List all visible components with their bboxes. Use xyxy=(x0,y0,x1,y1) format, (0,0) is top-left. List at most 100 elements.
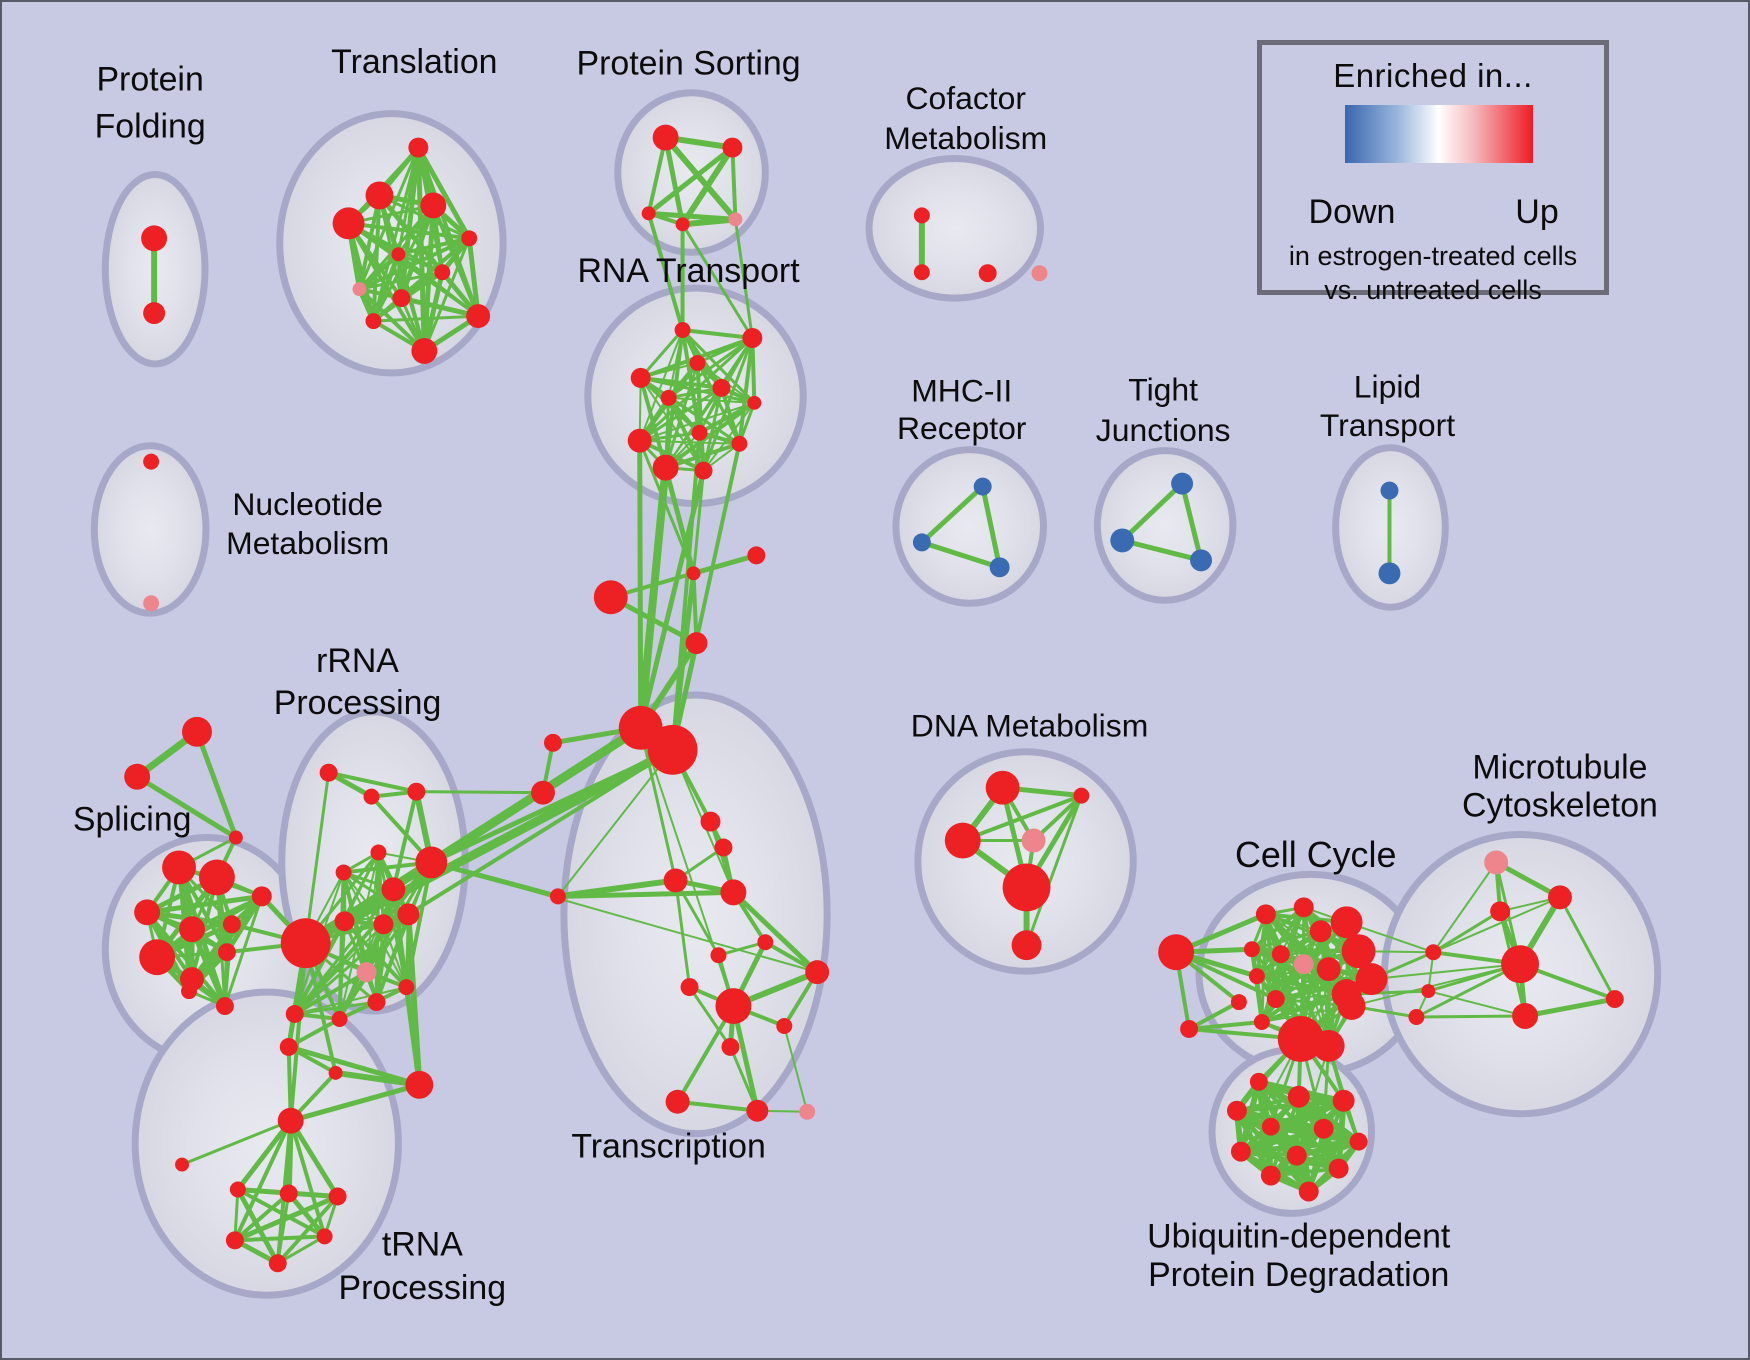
gene-set-node-12 xyxy=(411,338,438,364)
edge xyxy=(638,329,684,442)
cluster-bubble-cofactor-metabolism xyxy=(865,155,1045,302)
gene-set-node-45 xyxy=(549,888,566,905)
gene-set-node-96 xyxy=(776,1018,793,1034)
edge xyxy=(1370,963,1522,981)
gene-set-node-134 xyxy=(1512,1003,1539,1029)
gene-set-node-114 xyxy=(1293,954,1314,975)
edge xyxy=(466,235,481,319)
gene-set-node-107 xyxy=(1158,934,1195,971)
edge xyxy=(639,376,705,472)
edge xyxy=(667,396,756,404)
edge xyxy=(134,774,239,841)
gene-set-node-85 xyxy=(316,1228,333,1245)
edge xyxy=(1260,1005,1353,1023)
gene-set-node-20 xyxy=(913,264,930,281)
edge xyxy=(662,134,739,223)
edge xyxy=(680,328,755,341)
gene-set-node-90 xyxy=(720,879,747,906)
edge xyxy=(430,861,819,974)
gene-set-node-98 xyxy=(665,1089,690,1114)
gene-set-node-137 xyxy=(1287,1085,1310,1108)
edge xyxy=(679,216,739,228)
gene-set-node-128 xyxy=(1421,984,1436,999)
edge xyxy=(357,236,472,292)
gene-set-node-120 xyxy=(1230,994,1247,1011)
edge xyxy=(681,222,754,340)
cluster-bubble-dna-metabolism xyxy=(914,748,1137,975)
gene-set-node-10 xyxy=(352,282,367,297)
edge xyxy=(286,1190,328,1239)
edge xyxy=(646,145,735,216)
gene-set-node-71 xyxy=(356,962,377,983)
gene-set-node-155 xyxy=(1378,562,1401,585)
gene-set-node-63 xyxy=(407,782,426,801)
gene-set-node-123 xyxy=(1180,1019,1199,1038)
edge xyxy=(286,1044,422,1088)
gene-set-node-135 xyxy=(1605,990,1624,1009)
cluster-label-transcription: Transcription xyxy=(571,1128,766,1166)
edge xyxy=(342,870,410,916)
gene-set-node-105 xyxy=(1002,863,1051,912)
edge xyxy=(301,745,678,948)
edge xyxy=(1414,962,1522,1019)
edge xyxy=(232,1193,341,1243)
edge xyxy=(275,1194,340,1266)
gene-set-node-29 xyxy=(747,395,762,410)
edge xyxy=(1119,537,1204,563)
gene-set-node-21 xyxy=(978,264,997,283)
edge xyxy=(288,941,308,1123)
gene-set-node-28 xyxy=(660,389,677,406)
cluster-label-cofactor-metabolism: Metabolism xyxy=(884,120,1047,156)
edge xyxy=(675,1099,760,1113)
edge xyxy=(1179,481,1204,563)
edge xyxy=(391,789,419,892)
cluster-bubble-mhc-ii-receptor xyxy=(892,446,1047,607)
cluster-label-rna-transport: RNA Transport xyxy=(577,252,800,290)
edge xyxy=(783,1024,809,1113)
gene-set-node-84 xyxy=(225,1231,244,1250)
gene-set-node-35 xyxy=(143,453,160,470)
gene-set-node-146 xyxy=(1328,1158,1349,1179)
gene-set-node-68 xyxy=(334,911,355,932)
cluster-label-lipid-transport: Transport xyxy=(1320,407,1455,443)
gene-set-node-109 xyxy=(1293,897,1314,918)
edge xyxy=(154,893,265,960)
gene-set-node-14 xyxy=(652,124,679,151)
edge xyxy=(428,747,676,865)
gene-set-node-113 xyxy=(1271,945,1290,964)
gene-set-node-152 xyxy=(1110,528,1135,553)
cluster-label-rrna-processing: Processing xyxy=(274,684,442,722)
edge xyxy=(960,793,1084,843)
edge xyxy=(692,469,706,575)
gene-set-node-56 xyxy=(251,886,272,907)
gene-set-node-1 xyxy=(143,302,166,325)
legend-up-label: Up xyxy=(1515,193,1559,231)
edge xyxy=(1025,794,1083,947)
edge xyxy=(1414,1014,1527,1019)
edge xyxy=(288,1118,341,1199)
edge xyxy=(1268,1139,1362,1179)
gene-set-node-131 xyxy=(1548,885,1572,910)
gene-set-node-136 xyxy=(1249,1072,1268,1091)
edge xyxy=(1238,1126,1327,1155)
edge xyxy=(404,985,422,1087)
gene-set-node-141 xyxy=(1313,1118,1334,1139)
gene-set-node-151 xyxy=(1171,472,1194,495)
gene-set-node-65 xyxy=(415,846,448,879)
edge xyxy=(326,770,419,794)
edge xyxy=(702,401,756,472)
gene-set-node-39 xyxy=(593,580,628,615)
edge xyxy=(358,270,444,291)
gene-set-node-33 xyxy=(652,454,679,481)
gene-set-node-49 xyxy=(162,850,197,885)
gene-set-node-142 xyxy=(1230,1141,1251,1162)
edge xyxy=(638,439,741,445)
edge xyxy=(1558,895,1617,1001)
edge xyxy=(1427,990,1527,1018)
gene-set-node-115 xyxy=(1341,934,1376,969)
edge xyxy=(555,889,736,899)
edge xyxy=(422,236,471,353)
edge xyxy=(232,1234,327,1243)
edge xyxy=(396,236,472,257)
